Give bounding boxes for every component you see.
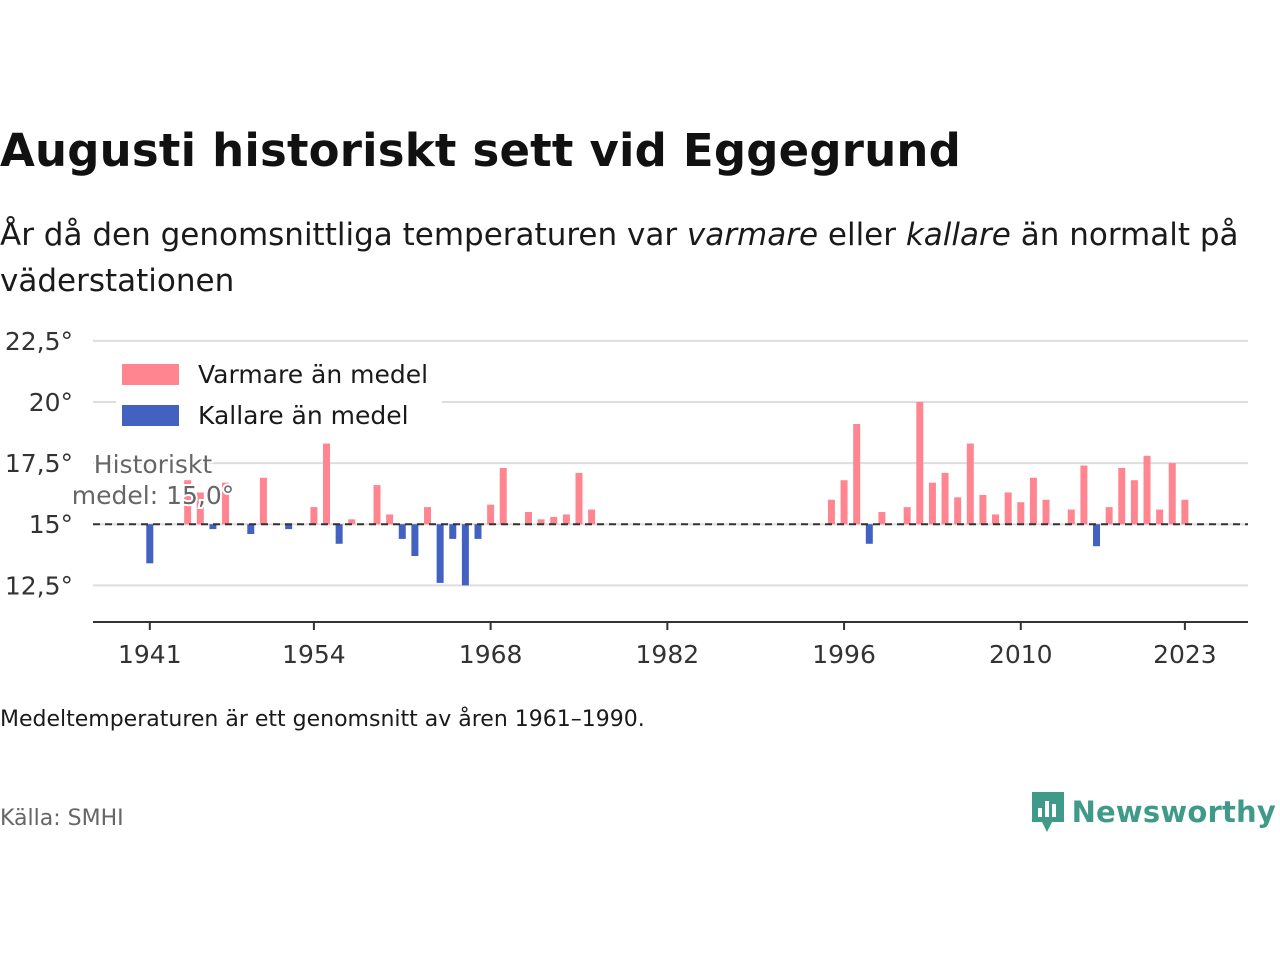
- bar-warm: [562, 514, 570, 525]
- chart-title: Augusti historiskt sett vid Eggegrund: [0, 124, 962, 177]
- bar-warm: [1118, 468, 1126, 525]
- source-credit: Källa: SMHI: [0, 806, 124, 831]
- y-axis-ticks: 12,5° 15° 17,5° 20° 22,5°: [5, 327, 73, 600]
- bar-warm: [1029, 477, 1037, 525]
- x-tick-label: 1968: [459, 640, 523, 669]
- bar-cold: [247, 524, 255, 534]
- bar-warm: [840, 480, 848, 525]
- baseline-annotation: Historiskt medel: 15,0°: [70, 448, 236, 512]
- temperature-bar-chart: 12,5°15°17,5°20°22,5° 1941 1954 1968 1982 19…: [5, 327, 1248, 669]
- bar-cold: [865, 524, 873, 544]
- legend: Varmare än medel Kallare än medel: [116, 354, 442, 434]
- bar-warm: [184, 480, 192, 525]
- bars: [146, 402, 1189, 586]
- bar-warm: [222, 482, 230, 525]
- bar-cold: [146, 524, 154, 564]
- bar-warm: [1004, 492, 1012, 525]
- x-tick-label: 1982: [636, 640, 700, 669]
- x-tick-label: 1954: [282, 640, 346, 669]
- legend-swatch-cold: [122, 405, 179, 426]
- bar-warm: [348, 519, 356, 525]
- bar-warm: [424, 507, 432, 525]
- y-tick-label: 17,5°: [5, 449, 73, 478]
- bar-cold: [461, 524, 469, 586]
- subtitle-text-2: eller: [818, 217, 906, 253]
- bar-warm: [499, 468, 507, 525]
- bar-warm: [992, 514, 1000, 525]
- bar-warm: [310, 507, 318, 525]
- bar-warm: [323, 443, 331, 525]
- legend-label-cold: Kallare än medel: [198, 401, 409, 430]
- bar-warm: [878, 512, 886, 525]
- baseline-label-line2: medel: 15,0°: [72, 481, 234, 510]
- brand-name: Newsworthy: [1071, 795, 1276, 829]
- bar-cold: [436, 524, 444, 583]
- bar-warm: [1017, 502, 1025, 525]
- bar-warm: [1067, 509, 1075, 525]
- subtitle-warm-word: varmare: [686, 217, 819, 253]
- bar-warm: [1143, 455, 1151, 525]
- bar-warm: [1080, 465, 1088, 525]
- bar-warm: [1042, 499, 1050, 525]
- bar-warm: [588, 509, 596, 525]
- bar-warm: [1156, 509, 1164, 525]
- x-tick-label: 2023: [1153, 640, 1217, 669]
- y-tick-label: 15°: [29, 510, 73, 539]
- bar-cold: [1093, 524, 1101, 547]
- y-tick-label: 20°: [29, 388, 73, 417]
- bar-warm: [550, 516, 558, 525]
- x-axis: 1941 1954 1968 1982 1996 2010 2023: [93, 621, 1248, 669]
- subtitle-text-1: År då den genomsnittliga temperaturen va…: [0, 217, 687, 253]
- bar-warm: [386, 514, 394, 525]
- bar-cold: [209, 524, 217, 530]
- bar-warm: [575, 472, 583, 525]
- x-tick-label: 2010: [989, 640, 1053, 669]
- bar-warm: [941, 472, 949, 525]
- y-tick-label: 22,5°: [5, 327, 73, 356]
- bar-warm: [853, 424, 861, 525]
- newsworthy-logo-icon: [1031, 792, 1064, 832]
- legend-swatch-warm: [122, 364, 179, 385]
- bar-warm: [373, 485, 381, 525]
- brand-logo: Newsworthy: [1030, 790, 1276, 834]
- bar-warm: [537, 519, 545, 525]
- x-tick-label: 1996: [812, 640, 876, 669]
- bar-cold: [335, 524, 343, 544]
- bar-warm: [903, 507, 911, 525]
- subtitle-cold-word: kallare: [905, 217, 1011, 253]
- bar-warm: [827, 499, 835, 525]
- bar-cold: [449, 524, 457, 539]
- y-tick-label: 12,5°: [5, 571, 73, 600]
- bar-warm: [1181, 499, 1189, 525]
- bar-cold: [474, 524, 482, 539]
- footnote: Medeltemperaturen är ett genomsnitt av å…: [0, 707, 645, 732]
- legend-label-warm: Varmare än medel: [198, 360, 428, 389]
- chart-subtitle: År då den genomsnittliga temperaturen va…: [0, 212, 1240, 304]
- bar-cold: [411, 524, 419, 556]
- bar-cold: [398, 524, 406, 539]
- bar-warm: [196, 492, 204, 525]
- bar-warm: [954, 497, 962, 525]
- bar-warm: [928, 482, 936, 525]
- x-tick-label: 1941: [118, 640, 182, 669]
- bar-warm: [979, 494, 987, 525]
- bar-warm: [487, 504, 495, 525]
- bar-warm: [1168, 463, 1176, 525]
- bar-warm: [524, 512, 532, 525]
- bar-cold: [285, 524, 293, 530]
- bar-warm: [916, 402, 924, 525]
- bar-warm: [1105, 507, 1113, 525]
- baseline-label-line1: Historiskt: [94, 450, 213, 479]
- subtitle-text-3: än normalt på väderstationen: [0, 217, 1239, 299]
- bar-warm: [966, 443, 974, 525]
- bar-warm: [259, 477, 267, 525]
- bar-warm: [1130, 480, 1138, 525]
